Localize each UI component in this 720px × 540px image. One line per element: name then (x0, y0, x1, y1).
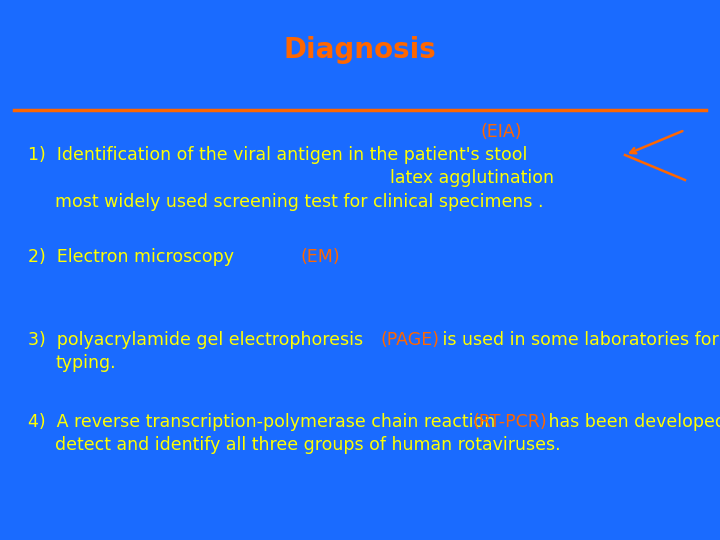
Text: 3)  polyacrylamide gel electrophoresis: 3) polyacrylamide gel electrophoresis (28, 331, 369, 349)
Text: most widely used screening test for clinical specimens .: most widely used screening test for clin… (55, 193, 544, 211)
Text: typing.: typing. (55, 354, 116, 372)
Text: has been developed to: has been developed to (543, 413, 720, 431)
Text: detect and identify all three groups of human rotaviruses.: detect and identify all three groups of … (55, 436, 561, 454)
Text: 1)  Identification of the viral antigen in the patient's stool: 1) Identification of the viral antigen i… (28, 146, 527, 164)
Text: is used in some laboratories for RNA: is used in some laboratories for RNA (437, 331, 720, 349)
Text: 2)  Electron microscopy: 2) Electron microscopy (28, 248, 240, 266)
Text: latex agglutination: latex agglutination (390, 169, 554, 187)
Text: (EIA): (EIA) (480, 123, 521, 141)
Text: (RT-PCR): (RT-PCR) (473, 413, 548, 431)
Text: 4)  A reverse transcription-polymerase chain reaction: 4) A reverse transcription-polymerase ch… (28, 413, 500, 431)
Text: (PAGE): (PAGE) (380, 331, 439, 349)
Text: (EM): (EM) (300, 248, 340, 266)
Text: Diagnosis: Diagnosis (284, 36, 436, 64)
